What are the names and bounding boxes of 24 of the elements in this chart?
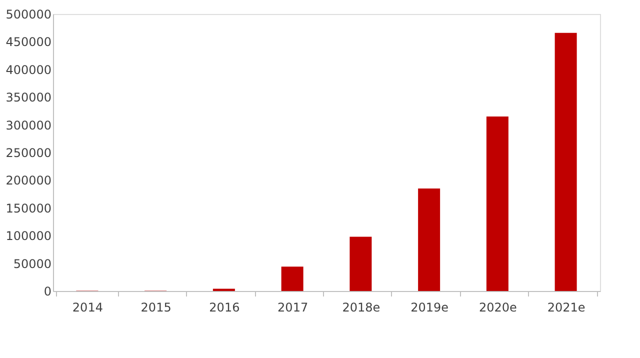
y-tick-label: 200000 bbox=[6, 174, 52, 188]
y-tick-label: 150000 bbox=[6, 201, 52, 216]
y-tick-label: 300000 bbox=[6, 118, 52, 132]
x-tick-label: 2018e bbox=[342, 300, 380, 314]
y-tick-label: 400000 bbox=[6, 62, 52, 77]
bar bbox=[554, 32, 577, 291]
bar bbox=[418, 188, 440, 291]
x-tick-label: 2019e bbox=[410, 300, 449, 314]
x-tick-label: 2014 bbox=[72, 300, 103, 314]
y-tick-label: 50000 bbox=[13, 256, 52, 271]
y-tick-label: 450000 bbox=[6, 35, 52, 50]
y-tick-label: 500000 bbox=[6, 8, 52, 22]
x-tick-label: 2016 bbox=[209, 300, 240, 314]
y-tick-label: 100000 bbox=[6, 229, 52, 244]
bar bbox=[486, 116, 508, 291]
x-tick-label: 2021e bbox=[547, 300, 586, 314]
bar bbox=[281, 266, 304, 291]
y-tick-label: 250000 bbox=[6, 146, 52, 160]
y-tick-label: 350000 bbox=[6, 90, 52, 105]
x-tick-label: 2015 bbox=[140, 300, 172, 314]
bar bbox=[350, 236, 372, 291]
y-tick-label: 0 bbox=[44, 284, 52, 298]
x-tick-label: 2017 bbox=[278, 300, 308, 314]
x-tick-label: 2020e bbox=[478, 300, 517, 314]
